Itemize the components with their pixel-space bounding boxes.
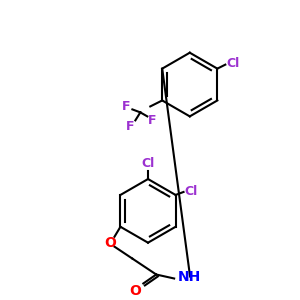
Text: F: F (148, 114, 157, 127)
Text: Cl: Cl (141, 157, 154, 170)
Text: F: F (122, 100, 131, 113)
Text: Cl: Cl (226, 57, 240, 70)
Text: O: O (129, 284, 141, 298)
Text: NH: NH (178, 269, 201, 284)
Text: F: F (126, 120, 135, 133)
Text: O: O (105, 236, 116, 250)
Text: Cl: Cl (184, 185, 198, 199)
